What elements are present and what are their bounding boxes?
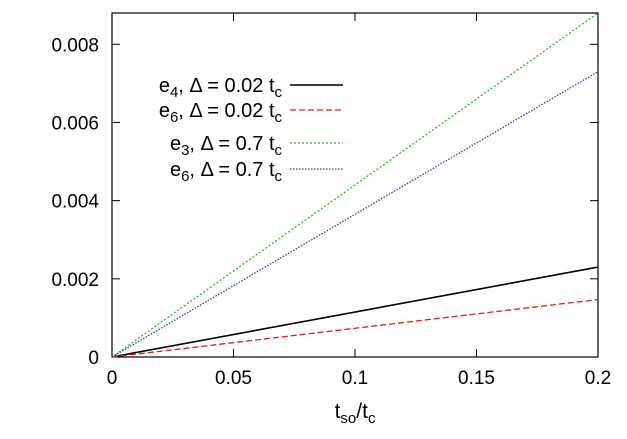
- legend-subscript-2: c: [275, 168, 283, 185]
- x-tick-label: 0.05: [215, 368, 252, 389]
- x-tick-label: 0.2: [585, 368, 611, 389]
- series-line-3: [111, 12, 599, 358]
- series-lines: [111, 12, 599, 358]
- legend-label: e6, Δ = 0.7 tc: [170, 159, 283, 185]
- legend-symbol: e: [170, 159, 181, 181]
- legend-middle: , Δ = 0.02 t: [178, 75, 275, 97]
- legend-subscript-2: c: [275, 142, 283, 159]
- x-tick-label: 0.1: [342, 368, 368, 389]
- legend-label: e4, Δ = 0.02 tc: [159, 75, 283, 101]
- axis-ticks: 0 0.05 0.1 0.15 0.2 0 0.002 0.004 0.006 0.008: [51, 13, 611, 389]
- legend-middle: , Δ = 0.7 t: [189, 133, 275, 155]
- legend-symbol: e: [159, 100, 170, 122]
- legend-subscript: 6: [181, 168, 189, 185]
- y-tick-label: 0: [88, 348, 99, 369]
- x-tick-label: 0: [107, 368, 118, 389]
- series-line-4: [111, 71, 599, 358]
- legend-subscript: 4: [170, 84, 178, 101]
- legend-middle: , Δ = 0.02 t: [178, 100, 275, 122]
- legend-middle: , Δ = 0.7 t: [189, 159, 275, 181]
- x-axis-title: tso/tc: [335, 400, 376, 427]
- series-line-1: [111, 266, 599, 358]
- legend-label: e6, Δ = 0.02 tc: [159, 100, 283, 126]
- legend-subscript-2: c: [275, 84, 283, 101]
- legend-label: e3, Δ = 0.7 tc: [170, 133, 283, 159]
- y-tick-label: 0.008: [51, 35, 99, 56]
- legend-symbol: e: [170, 133, 181, 155]
- legend-entry-3: e3, Δ = 0.7 tc: [170, 133, 343, 159]
- legend-subscript: 3: [181, 142, 189, 159]
- legend-symbol: e: [159, 75, 170, 97]
- series-line-2: [111, 298, 599, 358]
- y-tick-label: 0.002: [51, 270, 99, 291]
- y-tick-label: 0.006: [51, 113, 99, 134]
- legend-subscript-2: c: [275, 109, 283, 126]
- legend-entry-2: e6, Δ = 0.02 tc: [159, 100, 343, 126]
- legend-entry-4: e6, Δ = 0.7 tc: [170, 159, 343, 185]
- x-tick-label: 0.15: [458, 368, 495, 389]
- legend-entry-1: e4, Δ = 0.02 tc: [159, 75, 343, 101]
- legend-subscript: 6: [170, 109, 178, 126]
- y-tick-label: 0.004: [51, 192, 99, 213]
